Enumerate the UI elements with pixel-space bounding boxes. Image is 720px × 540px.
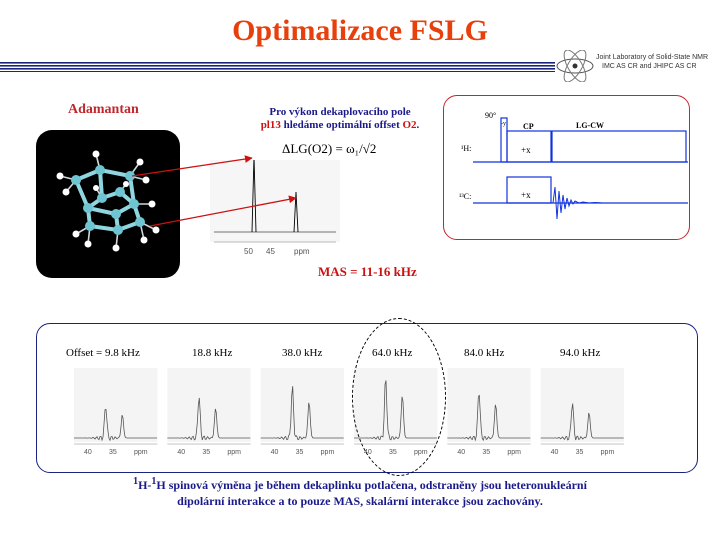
pulse-angle-label: 90° [485,111,496,120]
offset-series-frame [36,323,698,473]
offset-spectrum-3: 40 35 ppm [260,368,344,456]
caption-h1: H- [138,478,152,492]
pulse-sequence-diagram: 90° -y CP LG-CW ¹H: ¹³C: +x +x [459,111,688,220]
title-underline-stripes [0,62,555,72]
offset-spectrum-2: 40 35 ppm [167,368,251,456]
nmr-atom-logo-icon [556,49,594,83]
caption-sup-1: 1 [133,476,139,487]
offset-axis-tick: 40 [551,449,559,456]
spectrum-tick-ppm: ppm [294,247,310,256]
offset-spectrum-1: 40 35 ppm [74,368,158,456]
offset-spectra-series: 40 35 ppm 40 35 ppm 40 35 ppm 40 35 ppm 40 35 ppm 40 35 p… [74,368,624,456]
offset-label-2: 18.8 kHz [192,347,233,359]
decoupling-text-line2: pl13 hledáme optimální offset O2. [230,119,450,131]
c-channel-label: ¹³C: [459,192,471,201]
highlight-dashed-oval [352,318,446,476]
offset-spectrum-5: 40 35 ppm [447,368,531,456]
adamantane-molecule-icon [56,150,160,252]
offset-axis-tick: 40 [271,449,279,456]
decoupling-text-end: . [416,119,420,131]
caption-rest: H spinová výměna je během dekaplinku pot… [156,478,587,508]
offset-axis-tick: 35 [202,449,210,456]
offset-axis-tick: ppm [321,449,335,456]
offset-axis-tick: ppm [601,449,615,456]
decoupling-text-line1: Pro výkon dekaplovacího pole [269,106,411,118]
spectrum-tick-45: 45 [266,247,275,256]
molecule-label: Adamantan [68,102,139,117]
lg-offset-formula: ΔLG(O2) = ω₁/√2 [282,141,377,156]
spectrum-tick-50: 50 [244,247,253,256]
offset-axis-tick: 40 [457,449,465,456]
offset-label-6: 94.0 kHz [560,347,601,359]
lab-logo-line2: IMC AS CR and JHIPC AS CR [602,63,697,70]
offset-axis-tick: ppm [227,449,241,456]
cp-label: CP [523,122,534,131]
lab-logo-line1: Joint Laboratory of Solid-State NMR [596,54,709,61]
h-channel-label: ¹H: [461,144,471,153]
h-cp-phase: +x [521,145,531,155]
o2-parameter: O2 [402,119,417,131]
caption-text: 1H-1H spinová výměna je během dekaplinku… [110,474,610,509]
adamantane-13c-spectrum: 50 45 ppm [210,160,340,256]
c-cp-phase: +x [521,190,531,200]
offset-axis-tick: ppm [507,449,521,456]
offset-label-3: 38.0 kHz [282,347,323,359]
slide-title: Optimalizace FSLG [232,14,488,47]
offset-axis-tick: 35 [109,449,117,456]
offset-spectrum-6: 40 35 ppm [540,368,624,456]
mas-rate: MAS = 11-16 kHz [318,264,417,279]
offset-axis-tick: 35 [482,449,490,456]
offset-label-5: 84.0 kHz [464,347,505,359]
offset-axis-tick: 40 [84,449,92,456]
caption-sup-2: 1 [151,476,157,487]
decoupling-text-mid: hledáme optimální offset [280,119,403,131]
offset-axis-tick: 35 [576,449,584,456]
adamantane-molecule-image [36,130,180,278]
pl13-parameter: pl13 [260,119,281,131]
offset-axis-tick: 40 [177,449,185,456]
pulse-sequence-frame [443,95,690,240]
lab-logo [555,49,720,83]
offset-axis-tick: ppm [134,449,148,456]
offset-label-1: Offset = 9.8 kHz [66,347,140,359]
pulse-phase-label: -y [501,121,506,127]
offset-axis-tick: 35 [296,449,304,456]
lgcw-label: LG-CW [576,121,604,130]
